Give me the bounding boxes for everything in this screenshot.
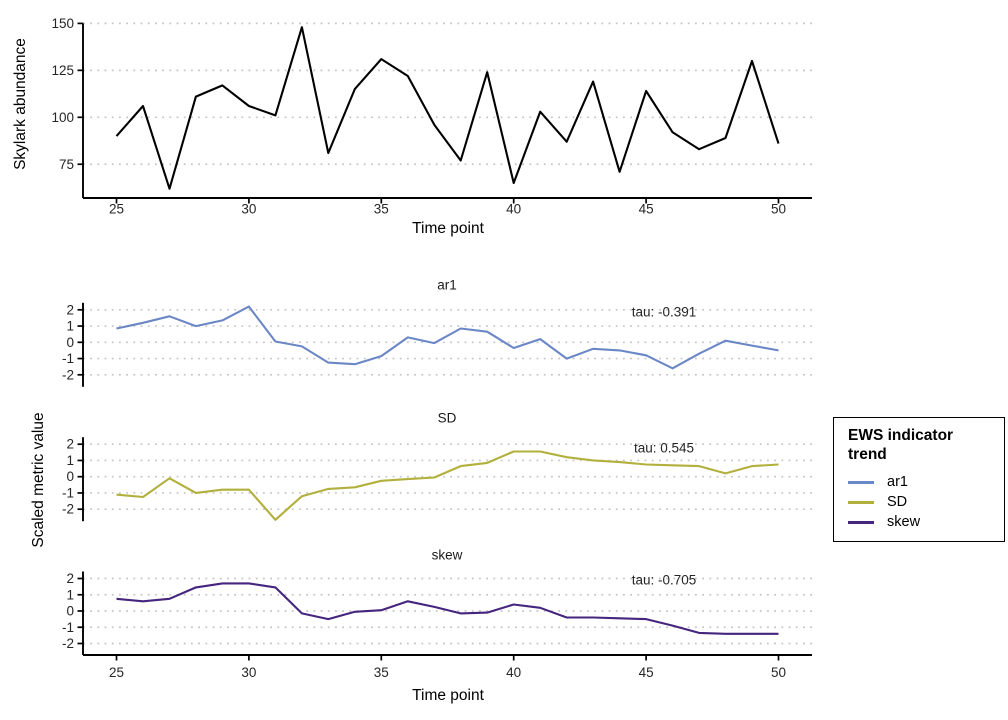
legend-item-skew: skew — [848, 514, 996, 531]
ar1-line-swatch — [848, 480, 874, 484]
facet-y-tick-label: -1 — [62, 351, 74, 366]
top-x-tick-label: 30 — [241, 202, 256, 217]
facet-x-tick-label: 25 — [109, 665, 124, 680]
legend-items: ar1 SD skew — [848, 474, 996, 531]
facet-y-tick-label: 2 — [66, 437, 74, 452]
facet-x-tick-label: 35 — [374, 665, 389, 680]
facet-x-tick-label: 45 — [639, 665, 654, 680]
top-y-tick-label: 150 — [51, 16, 74, 31]
top-y-tick-label: 100 — [51, 110, 74, 125]
legend-item-ar1: ar1 — [848, 474, 996, 491]
legend-item-sd: SD — [848, 494, 996, 511]
facet-y-tick-label: 0 — [66, 469, 74, 484]
legend-label-skew: skew — [887, 514, 921, 531]
facet-x-tick-label: 50 — [771, 665, 786, 680]
facet-title-sd: SD — [437, 410, 457, 426]
facet-x-tick-label: 40 — [506, 665, 521, 680]
skew-line-swatch — [848, 520, 874, 524]
facet-title-skew: skew — [431, 547, 463, 563]
facet-x-axis-title: Time point — [412, 687, 484, 704]
facet-y-tick-label: -2 — [62, 636, 74, 651]
facet-y-tick-label: 0 — [66, 335, 74, 350]
top-x-tick-label: 40 — [506, 202, 521, 217]
facet-y-tick-label: 1 — [66, 453, 74, 468]
facet-y-tick-label: 2 — [66, 571, 74, 586]
facet-y-tick-label: -1 — [62, 620, 74, 635]
facet-y-tick-label: 2 — [66, 302, 74, 317]
top-y-tick-label: 75 — [59, 157, 74, 172]
facet-y-tick-label: -2 — [62, 367, 74, 382]
top-x-axis-title: Time point — [412, 220, 484, 237]
series-line-skew — [116, 582, 779, 635]
facet-y-tick-label: 1 — [66, 587, 74, 602]
top-x-tick-label: 45 — [639, 202, 654, 217]
tau-annotation-sd: tau: 0.545 — [633, 440, 695, 456]
series-line-abundance — [115, 26, 780, 190]
facet-y-tick-label: -2 — [62, 502, 74, 517]
series-line-ar1 — [116, 305, 779, 370]
legend-title: EWS indicator trend — [848, 427, 954, 463]
facet-y-tick-label: 0 — [66, 604, 74, 619]
facet-y-tick-label: 1 — [66, 319, 74, 334]
legend-label-ar1: ar1 — [887, 474, 908, 491]
top-x-tick-label: 50 — [771, 202, 786, 217]
facet-title-ar1: ar1 — [437, 277, 457, 293]
tau-annotation-skew: tau: -0.705 — [631, 572, 697, 588]
legend-label-sd: SD — [887, 494, 908, 511]
top-y-axis-title: Skylark abundance — [12, 38, 29, 170]
tau-annotation-ar1: tau: -0.391 — [631, 304, 697, 320]
sd-line-swatch — [848, 500, 874, 504]
top-y-tick-label: 125 — [51, 63, 74, 78]
facet-x-tick-label: 30 — [241, 665, 256, 680]
top-x-tick-label: 25 — [109, 202, 124, 217]
facet-y-tick-label: -1 — [62, 485, 74, 500]
legend-box: EWS indicator trend ar1 SD skew — [833, 417, 1005, 542]
top-x-tick-label: 35 — [374, 202, 389, 217]
facet-y-axis-title: Scaled metric value — [30, 412, 47, 548]
series-line-sd — [116, 450, 779, 521]
